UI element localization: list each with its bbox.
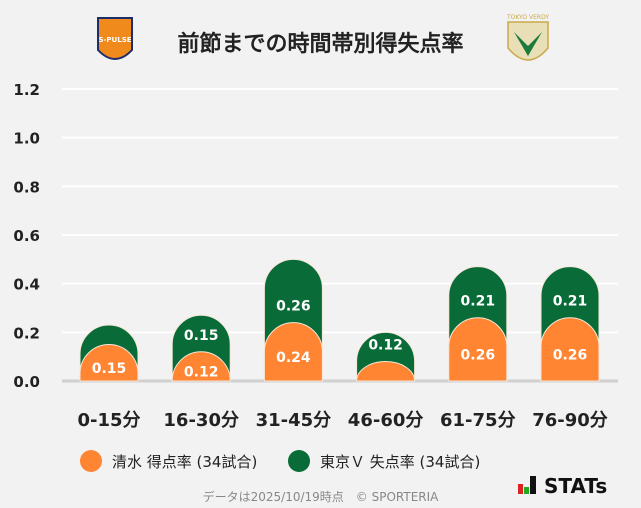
legend-label: 東京Ｖ 失点率 (34試合) [320, 452, 481, 471]
data-label: 0.21 [553, 294, 588, 310]
chart-title: 前節までの時間帯別得失点率 [177, 32, 464, 57]
y-tick-label: 1.0 [13, 130, 40, 148]
bar-shimizu-scored [448, 317, 508, 382]
y-tick-label: 0.4 [13, 276, 40, 294]
x-tick-label: 0-15分 [77, 410, 140, 431]
stats-logo-icon [518, 476, 536, 494]
data-label: 0.15 [184, 328, 219, 344]
verdy-logo: TOKYO VERDY [506, 14, 549, 61]
data-label: 0.26 [276, 299, 311, 315]
bar-shimizu-scored [171, 351, 231, 382]
y-tick-label: 0.2 [13, 324, 40, 342]
bar-shimizu-scored [79, 344, 139, 382]
y-tick-label: 0.6 [13, 227, 40, 245]
data-label: 0.21 [461, 294, 496, 310]
legend-item-verdy: 東京Ｖ 失点率 (34試合) [288, 450, 480, 472]
footer-note: データは2025/10/19時点 © SPORTERIA [202, 490, 439, 504]
data-label: 0.24 [276, 350, 311, 366]
chart-plot: S-PULSE TOKYO VERDY 0.0 0.2 0.4 0.6 0.8 1.0 1.… [13, 14, 618, 431]
y-tick-label: 1.2 [13, 81, 40, 99]
x-tick-label: 16-30分 [163, 410, 239, 431]
shimizu-logo: S-PULSE [97, 17, 133, 60]
y-tick-label: 0.0 [13, 373, 40, 391]
bar-shimizu-scored [540, 317, 600, 382]
data-label: 0.26 [461, 347, 496, 363]
x-tick-label: 61-75分 [440, 410, 516, 431]
x-tick-label: 76-90分 [532, 410, 608, 431]
bar-shimizu-scored [263, 322, 323, 382]
x-tick-label: 46-60分 [348, 410, 424, 431]
svg-text:S-PULSE: S-PULSE [98, 36, 131, 44]
x-tick-label: 31-45分 [256, 410, 332, 431]
stats-brand: STATs [518, 474, 607, 498]
data-label: 0.15 [92, 361, 127, 377]
legend-item-shimizu: 清水 得点率 (34試合) [80, 450, 257, 472]
data-label: 0.12 [368, 338, 403, 354]
legend-label: 清水 得点率 (34試合) [112, 452, 258, 471]
legend-swatch-green [288, 450, 310, 472]
data-label: 0.12 [184, 364, 219, 380]
stats-brand-text: STATs [544, 474, 608, 498]
bar-shimizu-scored [356, 361, 416, 382]
legend-swatch-orange [80, 450, 102, 472]
data-label: 0.26 [553, 347, 588, 363]
y-tick-label: 0.8 [13, 178, 40, 196]
svg-text:TOKYO VERDY: TOKYO VERDY [506, 14, 549, 21]
